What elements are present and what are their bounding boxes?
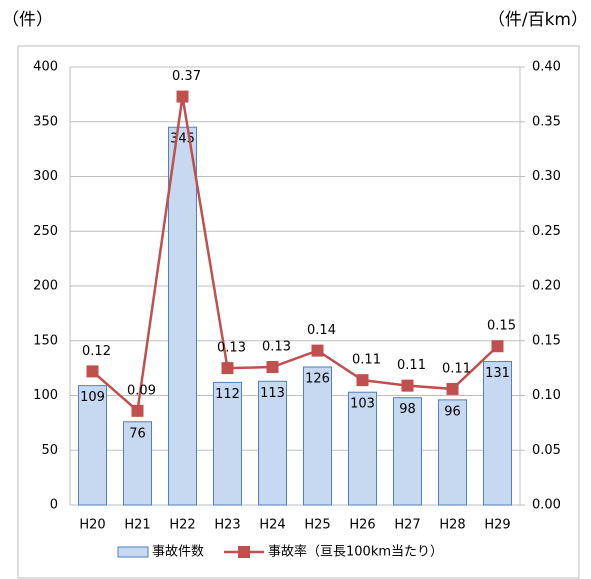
line-value-label: 0.15: [487, 319, 516, 334]
legend-label: 事故件数: [152, 545, 204, 560]
line-marker: [401, 379, 414, 392]
line-value-label: 0.14: [307, 323, 336, 338]
bar: [258, 380, 287, 506]
x-tick-label: H28: [439, 518, 465, 533]
bar-value-label: 96: [444, 404, 461, 419]
x-tick-label: H20: [79, 518, 105, 533]
x-tick-label: H29: [484, 518, 510, 533]
y2-tick-label: 0.00: [532, 498, 561, 513]
bar: [438, 399, 467, 506]
bar: [168, 126, 197, 506]
x-tick-label: H22: [169, 518, 195, 533]
bar-value-label: 76: [129, 426, 146, 441]
y-tick-label: 300: [33, 169, 58, 184]
y2-tick-label: 0.35: [532, 114, 561, 129]
x-tick-label: H26: [349, 518, 375, 533]
y2-axis-label: （件/百km）: [488, 10, 588, 30]
y2-tick-label: 0.25: [532, 224, 561, 239]
line-marker: [356, 374, 369, 387]
y-tick-label: 350: [33, 114, 58, 129]
y-tick-label: 250: [33, 224, 58, 239]
y-tick-label: 150: [33, 333, 58, 348]
legend-swatch: [117, 546, 149, 558]
line-value-label: 0.13: [262, 340, 291, 355]
y-tick-label: 200: [33, 279, 58, 294]
y2-tick-label: 0.10: [532, 388, 561, 403]
legend-label: 事故率（亘長100km当たり）: [268, 544, 443, 560]
line-value-label: 0.12: [82, 344, 111, 359]
x-tick-label: H24: [259, 518, 285, 533]
line-marker: [446, 382, 459, 395]
y-tick-label: 100: [33, 388, 58, 403]
bar: [123, 421, 152, 506]
bar: [78, 385, 107, 506]
line-marker: [86, 365, 99, 378]
bar-value-label: 98: [399, 402, 416, 417]
line-value-label: 0.09: [127, 383, 156, 398]
x-tick-label: H21: [124, 518, 150, 533]
y-tick-label: 0: [50, 498, 58, 513]
line-marker: [311, 344, 324, 357]
bar-value-label: 131: [485, 366, 510, 381]
line-marker: [131, 404, 144, 417]
line: [91, 96, 499, 414]
y-tick-label: 50: [41, 443, 58, 458]
y2-tick-label: 0.20: [532, 279, 561, 294]
x-tick-label: H27: [394, 518, 420, 533]
bar: [303, 366, 332, 506]
y2-tick-label: 0.30: [532, 169, 561, 184]
bar-value-label: 112: [215, 387, 240, 402]
line-value-label: 0.37: [172, 69, 201, 84]
y-axis-label: （件）: [2, 10, 53, 30]
line-value-label: 0.13: [217, 341, 246, 356]
line-marker: [176, 90, 189, 103]
line-marker: [491, 340, 504, 353]
bar-value-label: 126: [305, 372, 330, 387]
bar-value-label: 103: [350, 397, 375, 412]
line-value-label: 0.11: [352, 353, 381, 368]
bar-value-label: 109: [80, 390, 105, 405]
bar: [483, 361, 512, 506]
y-tick-label: 400: [33, 60, 58, 75]
chart-frame: [17, 45, 580, 579]
x-tick-label: H25: [304, 518, 330, 533]
bar: [393, 397, 422, 506]
bar: [213, 381, 242, 506]
y2-tick-label: 0.40: [532, 60, 561, 75]
y2-tick-label: 0.15: [532, 333, 561, 348]
bar-value-label: 113: [260, 386, 285, 401]
legend-marker: [238, 546, 251, 558]
bar: [348, 391, 377, 506]
line-value-label: 0.11: [397, 358, 426, 373]
line-value-label: 0.11: [442, 361, 471, 376]
line-marker: [221, 362, 234, 375]
line-marker: [266, 361, 279, 374]
x-tick-label: H23: [214, 518, 240, 533]
y2-tick-label: 0.05: [532, 443, 561, 458]
